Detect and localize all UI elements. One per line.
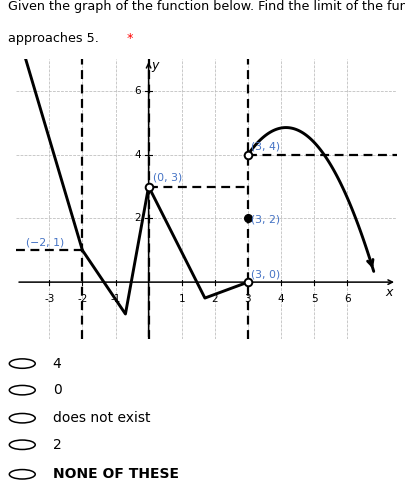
Text: NONE OF THESE: NONE OF THESE (53, 467, 179, 481)
Text: 6: 6 (135, 86, 141, 96)
Text: (3, 0): (3, 0) (251, 270, 281, 279)
Text: 1: 1 (179, 294, 185, 304)
Text: does not exist: does not exist (53, 411, 150, 425)
Text: 4: 4 (53, 357, 62, 370)
Text: approaches 5.: approaches 5. (8, 32, 103, 45)
Text: -2: -2 (77, 294, 87, 304)
Text: 2: 2 (211, 294, 218, 304)
Text: 4: 4 (278, 294, 284, 304)
Text: 6: 6 (344, 294, 351, 304)
Text: 2: 2 (135, 214, 141, 223)
Text: (3, 4): (3, 4) (251, 142, 280, 152)
Text: -1: -1 (110, 294, 121, 304)
Text: y: y (151, 59, 159, 72)
Text: 4: 4 (135, 150, 141, 159)
Text: 5: 5 (311, 294, 318, 304)
Text: 0: 0 (53, 383, 62, 397)
Text: (0, 3): (0, 3) (153, 173, 182, 183)
Text: 3: 3 (245, 294, 251, 304)
Text: *: * (127, 32, 133, 45)
Text: -3: -3 (44, 294, 55, 304)
Text: x: x (385, 286, 392, 300)
Text: Given the graph of the function below. Find the limit of the function as x: Given the graph of the function below. F… (8, 0, 405, 13)
Text: (3, 2): (3, 2) (251, 215, 280, 225)
Text: 2: 2 (53, 438, 62, 452)
Text: (−2, 1): (−2, 1) (26, 237, 64, 247)
